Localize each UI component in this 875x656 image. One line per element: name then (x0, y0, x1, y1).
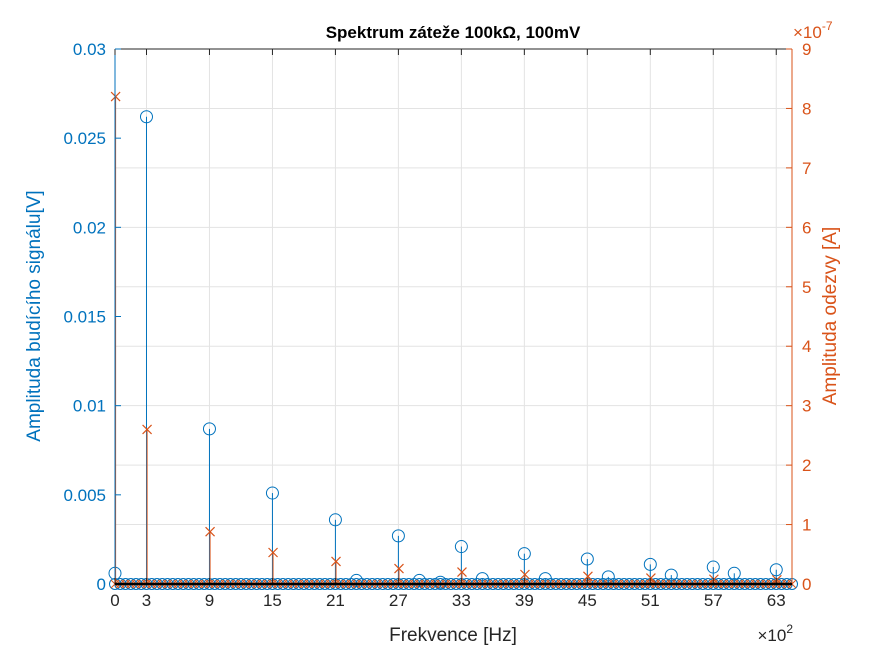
x-marker-stroke (394, 563, 404, 574)
x-tick-label: 27 (389, 591, 408, 610)
stem-marker-left (580, 552, 594, 566)
y-left-tick-label: 0.03 (73, 40, 106, 59)
x-marker-stroke (645, 573, 656, 583)
chart-title: Spektrum záteže 100kΩ, 100mV (326, 23, 581, 42)
x-marker-stroke (268, 547, 278, 558)
y-left-tick-label: 0.005 (63, 486, 106, 505)
stem-marker-right (520, 569, 530, 580)
y-right-axis-exponent: ×10-7 (793, 19, 833, 42)
stem-marker-right (205, 526, 215, 537)
x-axis-label: Frekvence [Hz] (389, 625, 517, 646)
y-right-tick-label: 5 (802, 278, 811, 297)
y-right-tick-label: 1 (802, 516, 811, 535)
x-tick-label: 33 (452, 591, 471, 610)
y-left-tick-label: 0 (97, 575, 106, 594)
stem-marker-left (391, 529, 405, 543)
stem-marker-right (708, 574, 719, 585)
y-left-tick-label: 0.015 (63, 308, 106, 327)
stem-marker-right (110, 91, 121, 102)
y-right-tick-label: 8 (802, 99, 811, 118)
stem-marker-right (645, 573, 656, 583)
stem-marker-left (706, 560, 720, 574)
x-tick-label: 45 (578, 591, 597, 610)
stem-marker-left (349, 573, 363, 587)
x-marker-stroke (331, 556, 341, 567)
axes (114, 48, 793, 586)
x-marker-stroke (142, 424, 153, 435)
stem-marker-right (142, 424, 153, 435)
x-marker-stroke (457, 567, 467, 578)
x-tick-label: 57 (704, 591, 723, 610)
x-marker-stroke (205, 526, 215, 537)
x-tick-label: 0 (110, 591, 119, 610)
y-right-tick-label: 0 (802, 575, 811, 594)
stem-marker-left (727, 566, 741, 580)
x-tick-label: 21 (326, 591, 345, 610)
stem-marker-right (268, 547, 278, 558)
y-left-tick-label: 0.025 (63, 129, 106, 148)
y-right-axis-label: Amplituda odezvy [A] (820, 227, 841, 405)
y-left-axis-label: Amplituda budícího signálu[V] (24, 190, 45, 441)
x-marker-stroke (583, 571, 593, 582)
stem-marker-right (331, 556, 341, 567)
x-tick-label: 3 (142, 591, 151, 610)
x-tick-label: 15 (263, 591, 282, 610)
y-right-tick-label: 9 (802, 40, 811, 59)
x-tick-label: 63 (767, 591, 786, 610)
stem-marker-left (643, 557, 657, 571)
stem-marker-right (583, 571, 593, 582)
stem-marker-left (265, 486, 279, 500)
y-right-tick-label: 3 (802, 397, 811, 416)
stem-marker-left (328, 513, 342, 527)
x-marker-stroke (708, 574, 719, 585)
tick-labels: 0 3 9 15 21 27 33 39 45 51 57 6300.0050.010.0150.02… (63, 40, 811, 610)
x-tick-label: 39 (515, 591, 534, 610)
x-marker-stroke (520, 569, 530, 580)
y-right-tick-label: 2 (802, 456, 811, 475)
y-right-tick-label: 7 (802, 159, 811, 178)
stem-marker-left (517, 547, 531, 561)
y-left-tick-label: 0.01 (73, 397, 106, 416)
stem-marker-left (769, 563, 783, 577)
stem-marker-left (664, 568, 678, 582)
y-left-tick-label: 0.02 (73, 218, 106, 237)
stem-marker-left (454, 540, 468, 554)
plot-background (115, 49, 792, 584)
stem-marker-left (202, 422, 216, 436)
x-marker-stroke (110, 91, 121, 102)
x-tick-label: 51 (641, 591, 660, 610)
stem-marker-left (412, 573, 426, 587)
stem-marker-left (139, 110, 153, 124)
x-axis-exponent: ×102 (757, 622, 793, 645)
y-right-tick-label: 6 (802, 218, 811, 237)
stem-marker-left (433, 575, 447, 589)
stem-marker-right (394, 563, 404, 574)
stem-marker-right (457, 567, 467, 578)
x-tick-label: 9 (205, 591, 214, 610)
y-right-tick-label: 4 (802, 337, 811, 356)
